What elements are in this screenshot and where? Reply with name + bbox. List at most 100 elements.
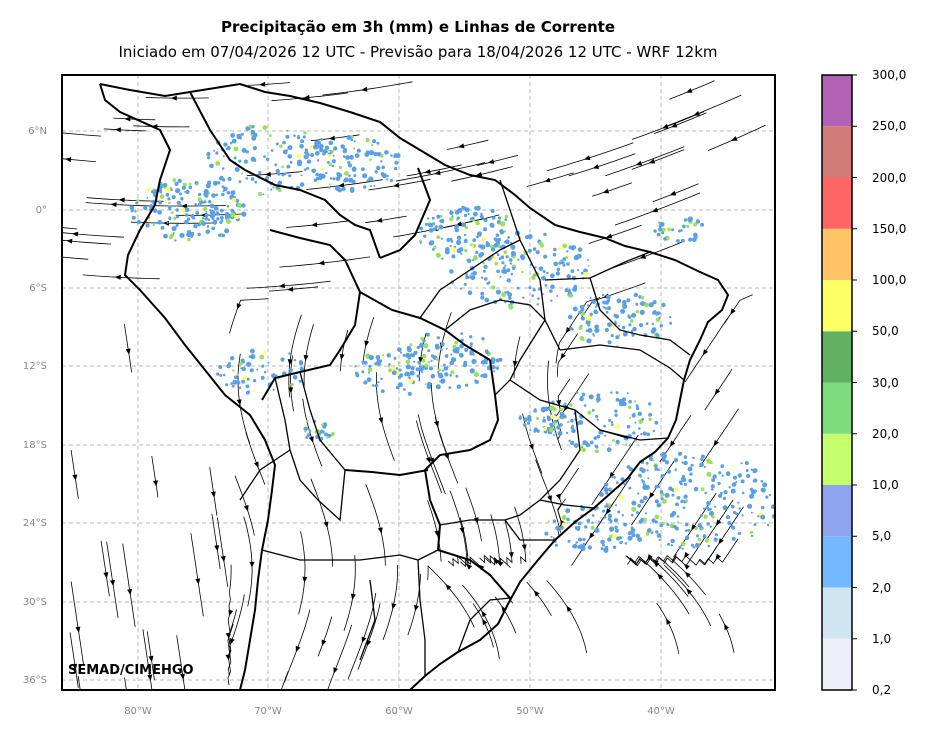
precip-cell xyxy=(163,233,168,239)
map-frame xyxy=(61,74,776,691)
precip-cell xyxy=(354,365,357,368)
precip-cell xyxy=(717,493,723,498)
streamline xyxy=(306,179,383,190)
precip-cell xyxy=(349,154,354,160)
precip-cell xyxy=(217,181,221,185)
precip-cell xyxy=(350,138,354,142)
precip-cell xyxy=(245,390,250,395)
precip-cell xyxy=(480,295,485,300)
precip-cell xyxy=(680,499,684,504)
precip-cell xyxy=(476,235,479,239)
precip-cell xyxy=(667,542,670,546)
streamline-arrow xyxy=(72,474,78,481)
precip-cell xyxy=(604,482,609,487)
streamline xyxy=(406,164,462,177)
precip-cell xyxy=(454,340,458,345)
precip-cell xyxy=(303,151,307,154)
precip-cell xyxy=(570,426,574,430)
precip-cell xyxy=(620,477,625,482)
precip-cell xyxy=(456,239,462,245)
streamline xyxy=(449,490,468,566)
precip-cell xyxy=(233,156,237,160)
precip-cell xyxy=(319,147,324,153)
precip-cell xyxy=(568,439,571,442)
precip-cell xyxy=(706,522,710,526)
streamline-arrow xyxy=(565,327,572,334)
precip-cell xyxy=(416,374,420,378)
streamline-arrow xyxy=(657,573,664,580)
precip-cell xyxy=(697,537,701,542)
precip-cell xyxy=(638,473,642,477)
precip-cell xyxy=(671,511,677,516)
streamline-arrow xyxy=(605,508,612,515)
colorbar-segment xyxy=(822,536,852,588)
precip-cell xyxy=(379,154,384,158)
precip-cell xyxy=(232,369,235,372)
precip-cell xyxy=(637,503,642,508)
precip-cell xyxy=(184,213,189,217)
precip-cell xyxy=(777,503,781,507)
precip-cell xyxy=(521,270,524,274)
precip-cell xyxy=(700,222,705,227)
lon-tick-label: 70°W xyxy=(254,706,282,717)
precip-cell xyxy=(398,368,402,372)
precip-cell xyxy=(506,240,509,243)
precip-cell xyxy=(409,370,415,376)
streamline xyxy=(546,580,588,654)
precip-cell xyxy=(527,234,533,239)
streamline xyxy=(269,286,319,292)
precip-cell xyxy=(552,519,557,523)
precip-cell xyxy=(472,353,475,356)
precip-cell xyxy=(671,493,675,497)
streamline xyxy=(526,172,574,187)
precip-cell xyxy=(639,467,644,472)
precip-cell xyxy=(483,264,488,269)
precip-cell xyxy=(395,153,401,159)
precip-cell xyxy=(403,388,406,391)
precip-cell xyxy=(614,409,618,413)
precip-cell xyxy=(241,366,246,372)
precip-cell xyxy=(637,537,642,542)
precip-cell xyxy=(579,396,584,402)
precip-cell xyxy=(754,489,757,493)
precip-cell xyxy=(495,366,499,370)
streamline-arrow xyxy=(214,545,220,552)
precip-cell xyxy=(211,193,216,198)
precip-cell xyxy=(454,210,460,215)
colorbar-segment xyxy=(822,75,852,127)
precip-cell xyxy=(554,413,557,416)
precip-cell xyxy=(642,482,646,486)
precip-cell xyxy=(463,360,468,365)
precip-cell xyxy=(130,208,134,213)
precip-cell xyxy=(654,464,658,468)
precipitation-shading xyxy=(129,124,781,553)
precip-cell xyxy=(715,533,718,537)
precip-cell xyxy=(287,154,293,159)
precip-cell xyxy=(707,544,711,548)
lat-tick-label: 30°S xyxy=(23,597,47,608)
precip-cell xyxy=(467,212,470,215)
precip-cell xyxy=(692,545,696,549)
precip-cell xyxy=(270,149,274,152)
precip-cell xyxy=(692,456,695,460)
streamline-arrow xyxy=(103,572,109,579)
precip-cell xyxy=(635,404,639,408)
lat-tick-label: 0° xyxy=(36,205,47,216)
streamline-arrow xyxy=(605,233,613,239)
precip-cell xyxy=(567,539,571,543)
precip-cell xyxy=(504,218,508,222)
streamline xyxy=(62,158,96,162)
precip-cell xyxy=(469,342,473,346)
streamline-arrow xyxy=(328,135,335,141)
streamline xyxy=(514,506,527,564)
precip-cell xyxy=(652,310,657,315)
precip-cell xyxy=(709,525,712,528)
streamline xyxy=(142,629,153,690)
precip-cell xyxy=(426,384,432,390)
precip-cell xyxy=(628,399,632,404)
streamline-arrow xyxy=(651,207,659,213)
precip-cell xyxy=(230,190,236,196)
streamline xyxy=(652,183,699,203)
precip-cell xyxy=(454,226,459,231)
precip-cell xyxy=(483,269,486,273)
